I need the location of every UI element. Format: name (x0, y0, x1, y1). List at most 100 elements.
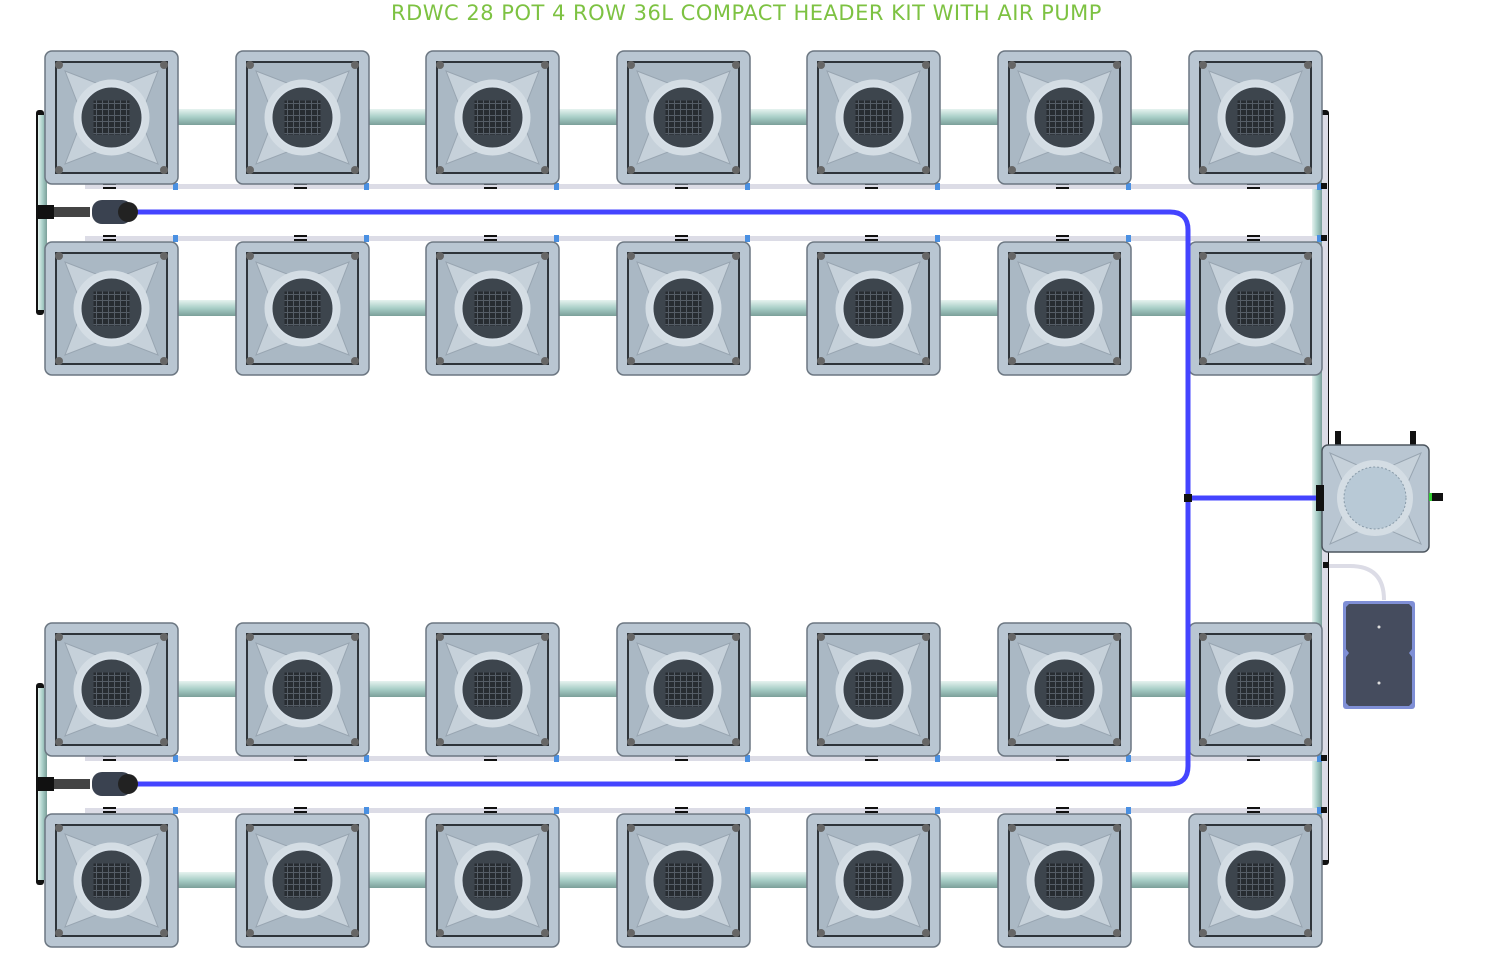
lid-clip (436, 357, 444, 365)
clip (484, 759, 497, 761)
lid-clip (627, 824, 635, 832)
lid-clip (627, 738, 635, 746)
lid-clip (351, 252, 359, 260)
lid-clip (817, 357, 825, 365)
lid-clip (732, 61, 740, 69)
clip (675, 235, 688, 237)
lid-clip (160, 738, 168, 746)
lid-clip (160, 633, 168, 641)
clip (675, 807, 688, 809)
air-pump (1343, 601, 1415, 709)
air-stone-head (118, 774, 138, 794)
fitting (935, 755, 940, 762)
fitting (1126, 183, 1131, 190)
pot (806, 50, 941, 185)
net-mesh (474, 672, 511, 707)
fitting (364, 755, 369, 762)
pot (1188, 813, 1323, 948)
net-mesh (474, 863, 511, 898)
pot (44, 50, 179, 185)
lid-clip (160, 357, 168, 365)
lid-clip (436, 166, 444, 174)
lid-clip (1304, 61, 1312, 69)
net-mesh (855, 291, 892, 326)
clip (865, 807, 878, 809)
diagram-title: RDWC 28 POT 4 ROW 36L COMPACT HEADER KIT… (391, 1, 1102, 25)
pot (997, 622, 1132, 757)
lid-clip (246, 633, 254, 641)
net-mesh (474, 291, 511, 326)
clip (865, 239, 878, 241)
lid-clip (817, 929, 825, 937)
pot (425, 622, 560, 757)
pot (425, 241, 560, 376)
lid-clip (922, 252, 930, 260)
net-mesh (284, 863, 321, 898)
lid-clip (55, 166, 63, 174)
fitting (745, 235, 750, 242)
net-mesh (665, 291, 702, 326)
lid-clip (1304, 633, 1312, 641)
clip (865, 759, 878, 761)
lid-clip (1008, 633, 1016, 641)
clip (1056, 235, 1069, 237)
tank-bracket (1410, 431, 1416, 445)
pot (235, 813, 370, 948)
lid-clip (1304, 166, 1312, 174)
clip (1247, 187, 1260, 189)
clip (1056, 807, 1069, 809)
fitting (173, 807, 178, 814)
clip (1247, 239, 1260, 241)
fitting (554, 183, 559, 190)
pot (425, 50, 560, 185)
lid-clip (55, 61, 63, 69)
lid-clip (1199, 166, 1207, 174)
pot (616, 813, 751, 948)
clip (294, 759, 307, 761)
pot (806, 241, 941, 376)
air-stone-connector (36, 205, 54, 219)
pot (997, 241, 1132, 376)
pot (806, 813, 941, 948)
lid-clip (160, 824, 168, 832)
connector (1321, 807, 1327, 813)
clip (103, 759, 116, 761)
clip (103, 811, 116, 813)
lid-clip (1113, 633, 1121, 641)
tank-bracket (1335, 431, 1341, 445)
air-stone-head (118, 202, 138, 222)
lid-clip (436, 929, 444, 937)
return-line (85, 808, 1325, 813)
lid-clip (436, 61, 444, 69)
tank-outlet (1429, 493, 1443, 501)
lid-clip (1199, 738, 1207, 746)
fitting (1126, 807, 1131, 814)
net-mesh (665, 672, 702, 707)
lid-clip (1113, 166, 1121, 174)
pot (425, 813, 560, 948)
clip (484, 187, 497, 189)
air-stone (36, 200, 138, 224)
net-mesh (284, 100, 321, 135)
lid-clip (351, 61, 359, 69)
clip (675, 187, 688, 189)
lid-clip (1199, 357, 1207, 365)
lid-clip (246, 738, 254, 746)
lid-clip (922, 929, 930, 937)
fitting (935, 807, 940, 814)
pot (1188, 622, 1323, 757)
lid-clip (351, 166, 359, 174)
lid-clip (246, 929, 254, 937)
pot (616, 622, 751, 757)
pot (235, 241, 370, 376)
air-stone-fitting (54, 207, 90, 217)
fitting (173, 755, 178, 762)
lid-clip (817, 252, 825, 260)
clip (675, 239, 688, 241)
lid-clip (541, 824, 549, 832)
lid-clip (922, 824, 930, 832)
clip (1247, 235, 1260, 237)
clip (1056, 187, 1069, 189)
fitting (935, 183, 940, 190)
